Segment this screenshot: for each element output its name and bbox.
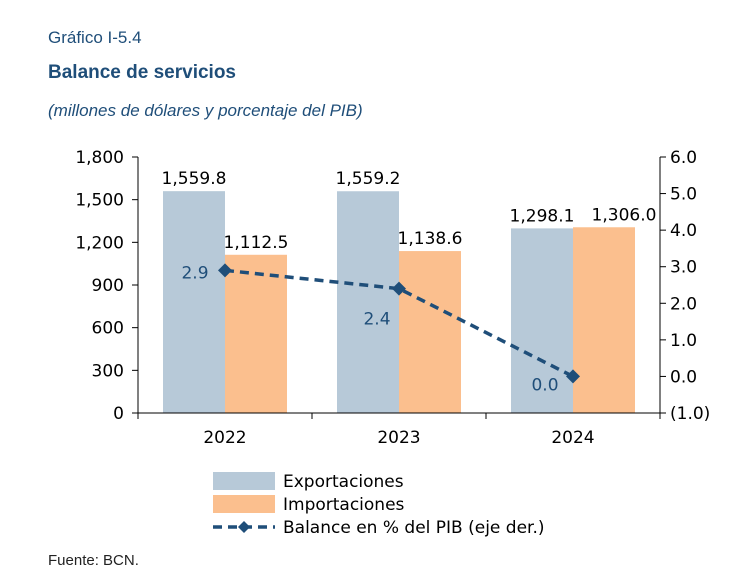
balance-line — [224, 268, 574, 378]
y-right-tick-label: (1.0) — [670, 404, 710, 424]
legend-swatch-importaciones — [213, 495, 275, 513]
figure-label: Gráfico I-5.4 — [48, 28, 142, 47]
y-right-tick-label: 3.0 — [670, 258, 697, 278]
balance-point-2024 — [566, 369, 580, 384]
data-label-importaciones: 1,138.6 — [398, 229, 463, 249]
bar-exportaciones-2024 — [511, 228, 573, 413]
chart-title: Balance de servicios — [48, 62, 236, 83]
y-left-tick-label: 600 — [92, 319, 124, 339]
y-left-tick-label: 300 — [92, 361, 124, 381]
y-right-tick-label: 5.0 — [670, 185, 697, 205]
source-note: Fuente: BCN. — [48, 552, 139, 569]
y-right-tick-label: 4.0 — [670, 221, 697, 241]
y-left-tick-label: 1,800 — [75, 148, 124, 168]
y-left-tick-label: 900 — [92, 276, 124, 296]
data-label-exportaciones: 1,559.2 — [336, 169, 401, 189]
y-left-tick-label: 0 — [113, 404, 124, 424]
bar-importaciones-2023 — [399, 251, 461, 413]
bar-importaciones-2024 — [573, 227, 635, 413]
bar-importaciones-2022 — [225, 254, 287, 413]
data-label-balance: 2.9 — [181, 263, 208, 283]
y-right-tick-label: 6.0 — [670, 148, 697, 168]
legend-marker-balance — [238, 521, 250, 533]
data-label-importaciones: 1,112.5 — [224, 233, 289, 253]
y-right-tick-label: 1.0 — [670, 331, 697, 351]
balance-point-2023 — [392, 281, 406, 296]
legend-swatch-exportaciones — [213, 472, 275, 490]
legend-label-exportaciones: Exportaciones — [283, 472, 404, 492]
bar-exportaciones-2022 — [163, 191, 225, 413]
y-right-tick-label: 2.0 — [670, 294, 697, 314]
legend-label-balance: Balance en % del PIB (eje der.) — [283, 518, 545, 538]
legend-label-importaciones: Importaciones — [283, 495, 405, 515]
y-left-tick-label: 1,200 — [75, 233, 124, 253]
data-label-exportaciones: 1,559.8 — [162, 169, 227, 189]
data-label-balance: 0.0 — [531, 375, 558, 395]
x-tick-label: 2022 — [203, 428, 246, 448]
data-label-importaciones: 1,306.0 — [592, 205, 657, 225]
chart-subtitle: (millones de dólares y porcentaje del PI… — [48, 101, 363, 120]
bar-exportaciones-2023 — [337, 191, 399, 413]
data-label-balance: 2.4 — [363, 310, 390, 330]
y-right-tick-label: 0.0 — [670, 367, 697, 387]
data-label-exportaciones: 1,298.1 — [510, 206, 575, 226]
y-left-tick-label: 1,500 — [75, 191, 124, 211]
balance-point-2022 — [218, 263, 232, 278]
x-tick-label: 2023 — [377, 428, 420, 448]
x-tick-label: 2024 — [551, 428, 594, 448]
